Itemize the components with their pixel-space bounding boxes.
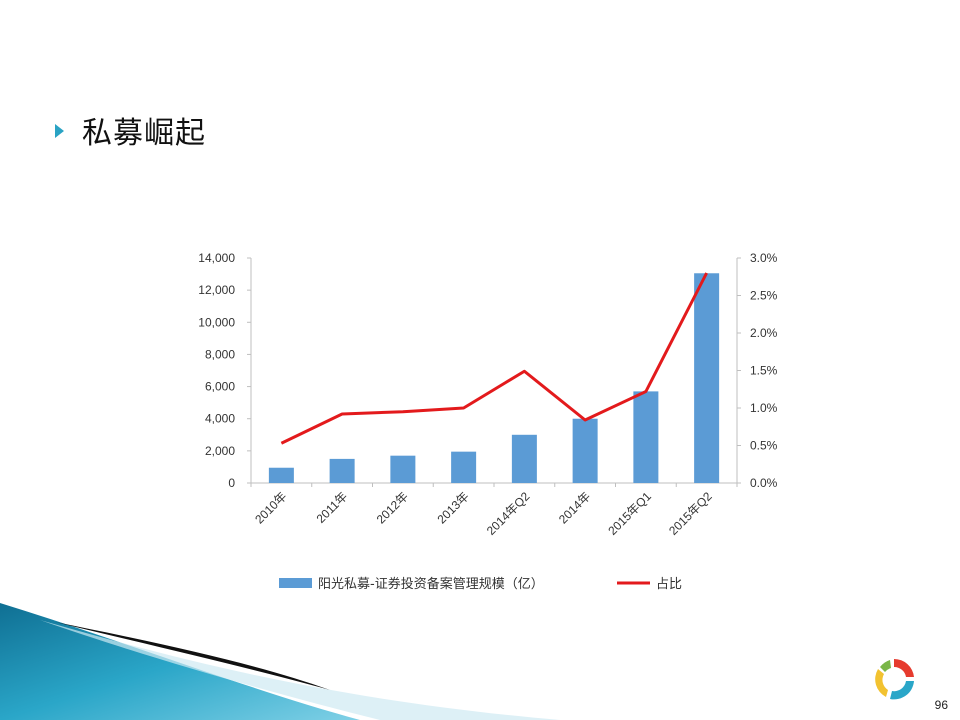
- y-right-tick-label: 3.0%: [750, 251, 778, 265]
- bar: [390, 455, 416, 483]
- x-tick-label: 2011年: [314, 489, 351, 526]
- page-number: 96: [934, 698, 948, 712]
- x-tick-label: 2014年: [556, 489, 593, 526]
- y-right-tick-label: 1.5%: [750, 364, 778, 378]
- y-left-tick-label: 8,000: [205, 347, 235, 361]
- company-logo-icon: [875, 658, 914, 700]
- y-left-tick-label: 6,000: [205, 380, 235, 394]
- bar: [268, 467, 294, 483]
- bar: [329, 458, 355, 483]
- series-line-占比: [280, 272, 708, 445]
- y-right-tick-label: 2.0%: [750, 326, 778, 340]
- bar: [694, 273, 720, 483]
- x-tick-label: 2014年Q2: [484, 489, 533, 538]
- bar: [511, 434, 537, 483]
- x-tick-label: 2012年: [374, 489, 411, 526]
- slide-title-row: 私募崛起: [55, 108, 206, 152]
- legend-label-bar: 阳光私募-证券投资备案管理规模（亿）: [318, 576, 544, 592]
- y-right-tick-label: 2.5%: [750, 289, 778, 303]
- y-right-tick-label: 0.0%: [750, 476, 778, 490]
- y-right-tick-label: 1.0%: [750, 401, 778, 415]
- x-tick-label: 2010年: [252, 489, 289, 526]
- legend-label-line: 占比: [656, 577, 682, 592]
- y-left-tick-label: 4,000: [205, 412, 235, 426]
- bar: [451, 451, 477, 483]
- y-right-tick-label: 0.5%: [750, 439, 778, 453]
- slide-title: 私募崛起: [82, 116, 206, 151]
- x-tick-label: 2015年Q1: [605, 489, 654, 538]
- x-tick-label: 2015年Q2: [666, 489, 715, 538]
- y-left-tick-label: 2,000: [205, 444, 235, 458]
- y-left-tick-label: 12,000: [198, 283, 235, 297]
- y-left-tick-label: 14,000: [198, 251, 235, 265]
- x-tick-label: 2013年: [434, 489, 471, 526]
- y-left-tick-label: 10,000: [198, 315, 235, 329]
- y-left-tick-label: 0: [228, 476, 235, 490]
- bar: [572, 418, 598, 483]
- bar: [633, 391, 659, 483]
- legend-swatch-bar: [279, 578, 312, 588]
- triangle-bullet-icon: [55, 124, 64, 138]
